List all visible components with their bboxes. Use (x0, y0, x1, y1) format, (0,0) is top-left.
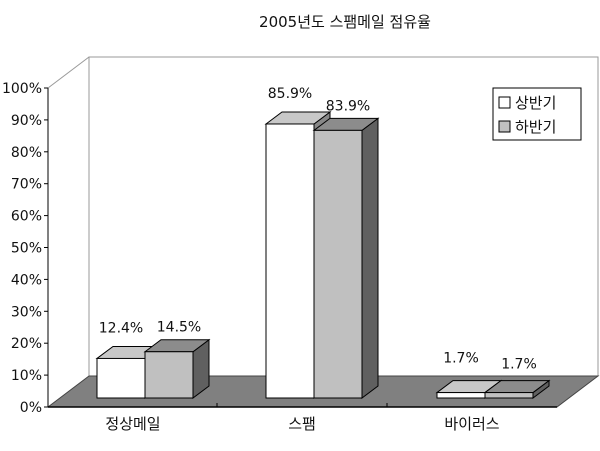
side-wall-top-edge (47, 56, 90, 89)
data-label: 12.4% (99, 320, 143, 336)
bar-front (265, 123, 315, 399)
data-label: 83.9% (326, 98, 370, 114)
y-tick-label: 40% (11, 272, 42, 288)
y-tick-label: 100% (2, 81, 42, 97)
y-tick-label: 0% (20, 400, 42, 416)
y-tick-label: 30% (11, 304, 42, 320)
data-label: 1.7% (501, 357, 537, 373)
y-tick-label: 90% (11, 113, 42, 129)
y-axis: 0% 10% 20% 30% 40% 50% 60% 70% 80% 90% 100% (2, 81, 49, 416)
x-tick-label: 정상메일 (105, 415, 160, 433)
bar-1-1 (312, 117, 380, 399)
bar-front (484, 392, 534, 399)
y-tick-label: 80% (11, 145, 42, 161)
y-tick-label: 10% (11, 368, 42, 384)
legend-swatch (498, 120, 511, 133)
chart-title: 2005년도 스팸메일 점유율 (259, 13, 431, 31)
x-tick-label: 스팸 (288, 415, 316, 433)
y-tick-label: 50% (11, 241, 42, 257)
bar-front (96, 357, 146, 399)
bar-side (361, 117, 379, 399)
bars (95, 110, 551, 399)
bar-2-1 (483, 379, 551, 399)
x-tick-label: 바이러스 (444, 415, 499, 433)
data-labels: 12.4% 14.5% 85.9% 83.9% 1.7% 1.7% (99, 86, 537, 373)
bar-front (313, 129, 363, 399)
y-tick-label: 20% (11, 336, 42, 352)
data-label: 1.7% (443, 351, 479, 367)
legend-label: 하반기 (515, 118, 556, 136)
bar-front (144, 351, 194, 399)
legend-label: 상반기 (515, 94, 556, 112)
data-label: 14.5% (157, 320, 201, 336)
bar-0-1 (143, 338, 211, 399)
legend-swatch (498, 96, 511, 109)
bar-front (436, 392, 486, 399)
y-tick-label: 70% (11, 177, 42, 193)
y-tick-label: 60% (11, 209, 42, 225)
x-axis: 정상메일 스팸 바이러스 (48, 403, 557, 433)
data-label: 85.9% (268, 86, 312, 102)
